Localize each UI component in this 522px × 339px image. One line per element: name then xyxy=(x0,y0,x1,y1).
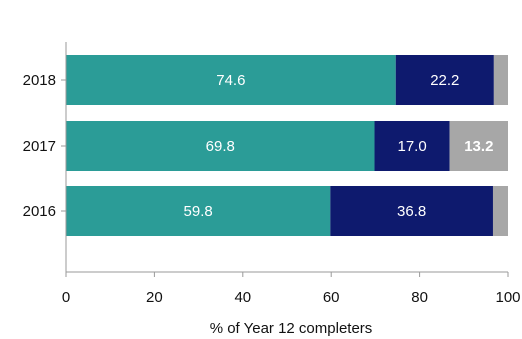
bar-segment-2018-3 xyxy=(493,55,508,105)
bar-value-label-2017-2: 17.0 xyxy=(397,138,426,155)
bar-segment-2016-2 xyxy=(330,186,493,236)
bar-value-label-2018-2: 22.2 xyxy=(430,72,459,89)
x-tick-label-0: 0 xyxy=(62,289,70,306)
bar-segment-2016-1 xyxy=(66,186,331,236)
bar-value-label-2016-1: 59.8 xyxy=(184,203,213,220)
ticks-layer: 0 20 40 60 80 100 xyxy=(62,272,521,306)
bar-segment-2018-2 xyxy=(395,55,494,105)
bar-value-label-2018-1: 74.6 xyxy=(216,72,245,89)
x-tick-label-100: 100 xyxy=(495,289,520,306)
x-axis-title: % of Year 12 completers xyxy=(210,320,373,337)
x-tick-label-80: 80 xyxy=(411,289,428,306)
bar-value-label-2017-1: 69.8 xyxy=(206,138,235,155)
x-tick-label-40: 40 xyxy=(234,289,251,306)
x-tick-label-60: 60 xyxy=(323,289,340,306)
bar-segment-2016-3 xyxy=(492,186,508,236)
bar-value-label-2016-2: 36.8 xyxy=(397,203,426,220)
bar-segment-2018-1 xyxy=(66,55,396,105)
x-tick-label-20: 20 xyxy=(146,289,163,306)
bar-segment-2017-2 xyxy=(374,121,450,171)
bar-value-label-2017-3: 13.2 xyxy=(464,138,493,155)
bar-segment-2017-1 xyxy=(66,121,375,171)
bars-layer: 74.6 22.2 69.8 17.0 13.2 59.8 36.8 xyxy=(66,55,508,236)
category-label-2018: 2018 xyxy=(23,72,56,89)
bar-segment-2017-3 xyxy=(449,121,508,171)
category-label-2017: 2017 xyxy=(23,138,56,155)
category-labels: 2018 2017 2016 xyxy=(23,72,66,220)
category-label-2016: 2016 xyxy=(23,203,56,220)
